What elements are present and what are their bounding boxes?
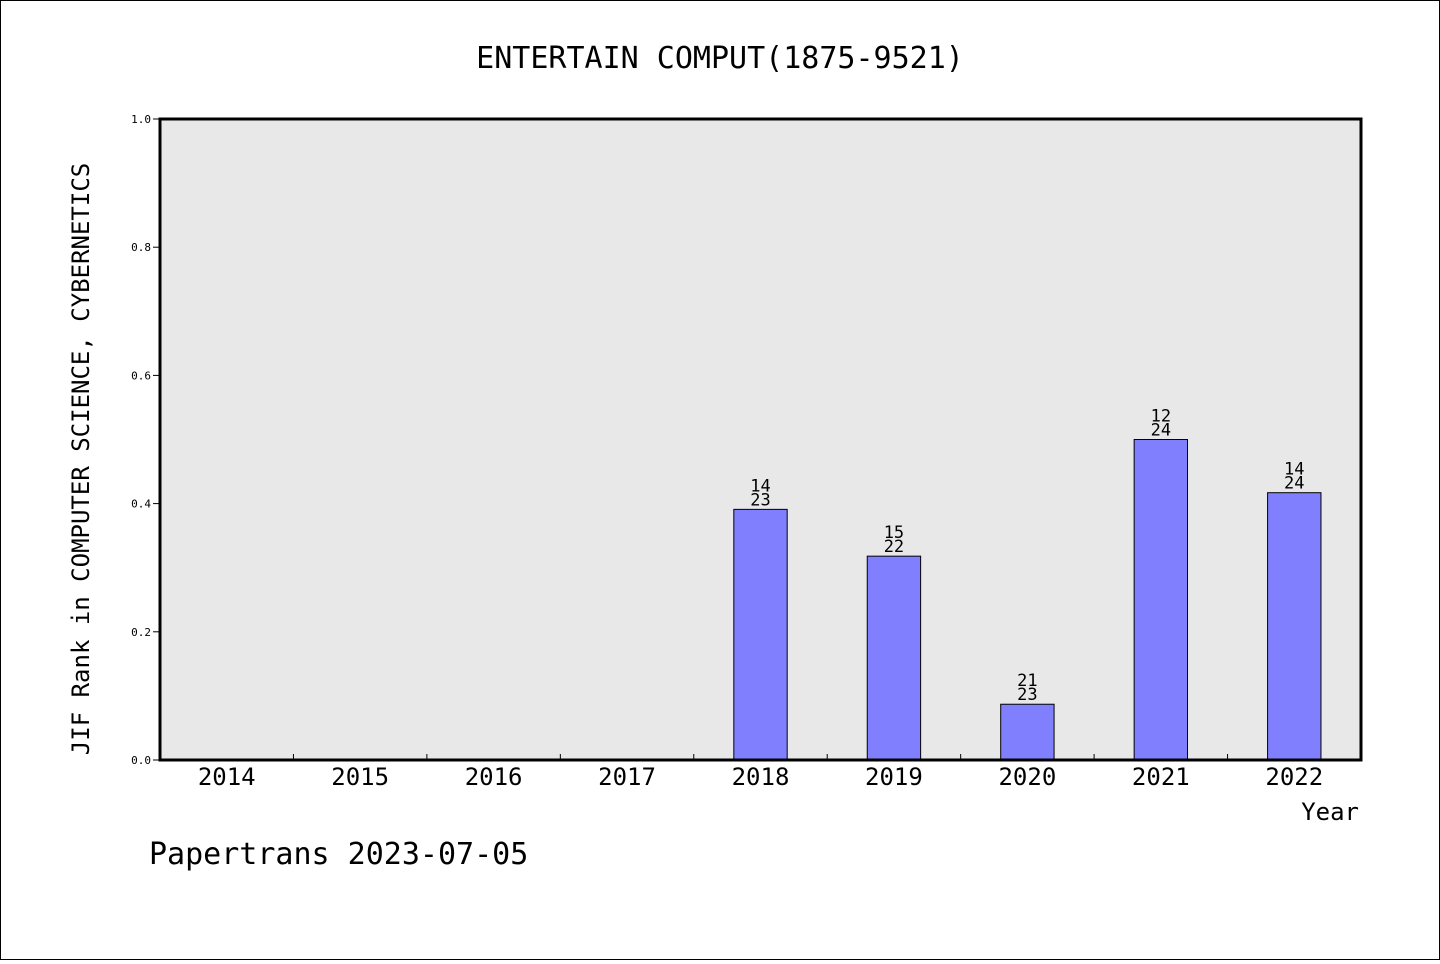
x-tick-label: 2014 xyxy=(198,763,256,791)
bar-total-label: 23 xyxy=(1017,685,1037,705)
x-tick-label: 2021 xyxy=(1132,763,1190,791)
y-tick-label: 0.0 xyxy=(131,754,151,767)
bar xyxy=(1000,703,1055,761)
bar-rank-label: 14 xyxy=(750,476,770,496)
footer-text: Papertrans 2023-07-05 xyxy=(149,837,528,872)
bar xyxy=(1267,492,1322,761)
x-tick-label: 2015 xyxy=(331,763,389,791)
y-tick-label: 0.4 xyxy=(131,498,151,511)
y-tick-label: 0.8 xyxy=(131,241,151,254)
bar-total-label: 24 xyxy=(1284,474,1304,494)
bar-rank-label: 15 xyxy=(884,523,904,543)
bar-total-label: 22 xyxy=(884,537,904,557)
x-axis: 2014 2015 2016 2017 2018 2019 2020 2021 2022 xyxy=(198,754,1323,791)
y-axis: 0.0 0.2 0.4 0.6 0.8 1.0 xyxy=(131,113,160,767)
bar-rank-label: 12 xyxy=(1151,407,1171,427)
bar-total-label: 23 xyxy=(750,490,770,510)
y-axis-label: JIF Rank in COMPUTER SCIENCE, CYBERNETIC… xyxy=(67,163,95,755)
bar xyxy=(733,508,788,761)
x-tick-label: 2022 xyxy=(1265,763,1323,791)
y-tick-label: 1.0 xyxy=(131,113,151,126)
bar xyxy=(866,555,922,761)
bar-total-label: 24 xyxy=(1151,421,1171,441)
x-tick-label: 2018 xyxy=(732,763,790,791)
y-tick-label: 0.2 xyxy=(131,626,151,639)
plot-border xyxy=(158,117,1363,762)
bar-rank-label: 21 xyxy=(1017,671,1037,691)
bar xyxy=(1133,439,1189,761)
y-tick-label: 0.6 xyxy=(131,369,151,382)
x-axis-label: Year xyxy=(1301,798,1359,826)
x-tick-label: 2019 xyxy=(865,763,923,791)
x-tick-label: 2017 xyxy=(598,763,656,791)
x-tick-label: 2016 xyxy=(465,763,523,791)
chart-title: ENTERTAIN COMPUT(1875-9521) xyxy=(476,41,964,76)
bar-rank-label: 14 xyxy=(1284,460,1304,480)
x-tick-label: 2020 xyxy=(998,763,1056,791)
